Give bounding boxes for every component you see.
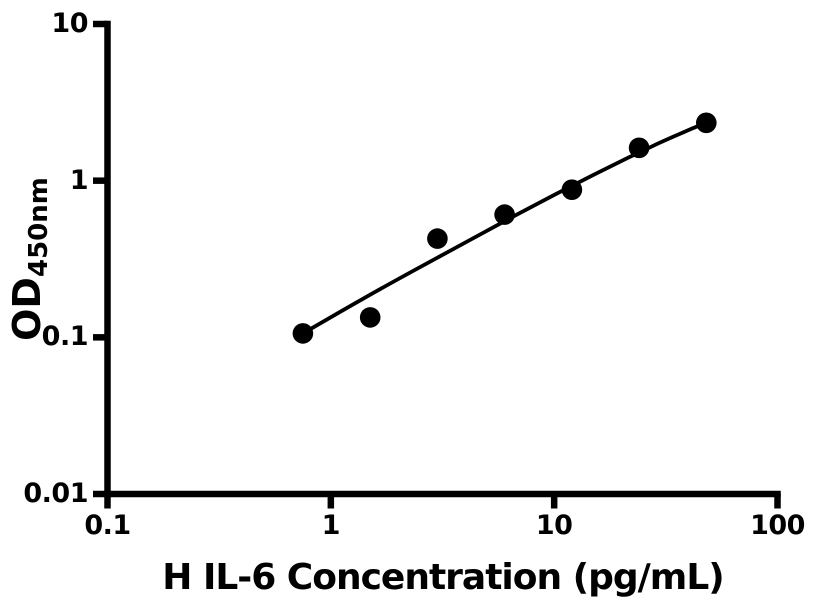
y-axis-title-wrap: OD450nm [2, 24, 58, 494]
data-point-marker [494, 204, 515, 225]
y-tick-label: 1 [69, 164, 89, 196]
fit-curve-line [301, 121, 708, 336]
y-axis-title-main: OD [5, 277, 50, 341]
data-point-marker [427, 228, 448, 249]
x-tick-label: 10 [535, 509, 573, 541]
y-tick-label: 0.01 [23, 477, 88, 509]
x-tick-label: 1 [321, 509, 341, 541]
data-point-marker [561, 179, 583, 200]
data-point-marker [628, 137, 650, 159]
data-point-marker [359, 307, 381, 328]
x-tick-label: 0.1 [84, 509, 131, 541]
y-tick-label: 10 [51, 7, 88, 39]
x-tick-label: 100 [750, 509, 805, 541]
y-axis-title: OD450nm [5, 177, 55, 341]
x-axis-title: H IL-6 Concentration (pg/mL) [162, 557, 724, 598]
y-axis-title-subscript: 450nm [24, 177, 55, 278]
y-tick-label: 0.1 [41, 321, 89, 353]
data-point-marker [696, 112, 717, 134]
data-point-marker [292, 323, 314, 344]
